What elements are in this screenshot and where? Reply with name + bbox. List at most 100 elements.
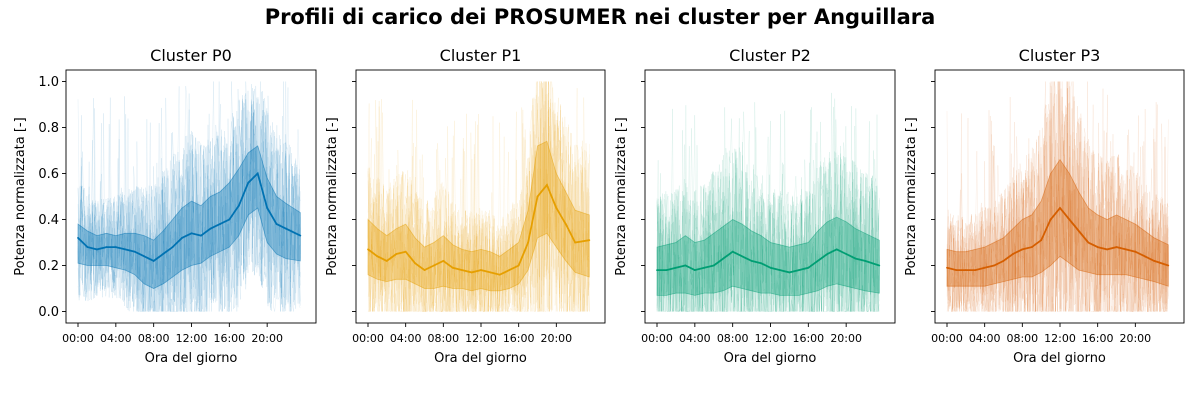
- profile-trace: [77, 81, 301, 312]
- profile-trace: [77, 87, 301, 312]
- mean-point: [517, 264, 520, 267]
- profile-traces: [946, 81, 1169, 313]
- mean-point: [564, 223, 567, 226]
- profile-trace: [946, 81, 1169, 312]
- x-tick-label: 00:00: [931, 332, 963, 345]
- profile-trace: [656, 106, 880, 312]
- axes-frame: [355, 69, 606, 324]
- mean-point: [442, 260, 445, 262]
- mean-point: [536, 195, 539, 198]
- profile-trace: [77, 85, 301, 312]
- profile-trace: [367, 81, 590, 313]
- mean-point: [964, 269, 967, 271]
- mean-point: [376, 255, 379, 258]
- mean-point: [299, 234, 302, 237]
- mean-point: [1115, 246, 1118, 249]
- profile-trace: [656, 128, 880, 313]
- x-tick-label: 16:00: [503, 332, 535, 345]
- confidence-band: [946, 158, 1169, 287]
- mean-point: [854, 257, 857, 260]
- mean-point: [367, 248, 369, 251]
- mean-point: [656, 269, 658, 271]
- confidence-band: [656, 216, 880, 296]
- mean-point: [470, 271, 473, 274]
- confidence-band: [367, 140, 590, 292]
- profile-trace: [946, 113, 1169, 312]
- profile-trace: [656, 111, 880, 313]
- x-tick-label: 08:00: [427, 332, 459, 345]
- profile-trace: [946, 81, 1169, 313]
- mean-point: [693, 269, 696, 271]
- profile-trace: [77, 87, 301, 312]
- chart-panel-0: 0.0 0.2 0.4 0.6 0.8 1.0 00:00 04:00 08:00 12:00 16…: [13, 46, 317, 366]
- mean-point: [1134, 250, 1137, 253]
- profile-traces: [656, 92, 880, 313]
- x-tick-label: 20:00: [830, 332, 862, 345]
- y-tick-label: 0.0: [38, 305, 59, 320]
- mean-point: [247, 181, 250, 184]
- y-axis-label: Potenza normalizzata [-]: [614, 117, 629, 275]
- axes-frame: [934, 69, 1185, 324]
- x-tick-label: 20:00: [540, 332, 572, 345]
- mean-point: [152, 260, 155, 262]
- profile-trace: [367, 81, 590, 313]
- x-tick-label: 16:00: [213, 332, 245, 345]
- mean-point: [489, 271, 492, 274]
- mean-point: [675, 266, 677, 269]
- y-tick-label: 0.8: [38, 121, 59, 136]
- profile-trace: [77, 98, 301, 312]
- mean-point: [1077, 230, 1080, 232]
- x-tick-label: 00:00: [62, 332, 94, 345]
- mean-line: [657, 248, 880, 274]
- profile-trace: [77, 90, 301, 312]
- profile-trace: [656, 114, 880, 312]
- profile-trace: [946, 81, 1169, 313]
- panel-title: Cluster P3: [1019, 46, 1101, 65]
- mean-point: [1040, 239, 1043, 242]
- mean-point: [498, 273, 501, 276]
- mean-point: [1021, 248, 1024, 251]
- mean-point: [760, 262, 762, 265]
- mean-point: [703, 266, 706, 269]
- mean-point: [974, 269, 977, 271]
- mean-point: [124, 248, 127, 251]
- mean-point: [750, 260, 753, 262]
- mean-point: [826, 253, 829, 255]
- mean-line: [367, 183, 590, 276]
- profile-trace: [946, 81, 1169, 313]
- chart-panel-3: 00:00 04:00 08:00 12:00 16:00 20:00 Cluster P3…: [904, 46, 1185, 366]
- mean-point: [433, 264, 435, 267]
- mean-point: [1153, 260, 1156, 262]
- mean-point: [209, 227, 212, 230]
- x-tick-label: 16:00: [1082, 332, 1114, 345]
- mean-point: [105, 246, 108, 249]
- mean-point: [665, 269, 668, 271]
- profile-trace: [946, 81, 1169, 312]
- profile-trace: [946, 81, 1169, 313]
- mean-point: [741, 255, 743, 258]
- profile-trace: [77, 86, 301, 312]
- y-tick-label: 1.0: [38, 75, 59, 90]
- x-axis-label: Ora del giorno: [434, 351, 527, 366]
- mean-point: [993, 264, 995, 267]
- profile-trace: [946, 81, 1169, 313]
- mean-point: [816, 260, 819, 262]
- mean-point: [237, 204, 240, 207]
- mean-point: [181, 237, 183, 239]
- mean-point: [1125, 248, 1127, 251]
- profile-trace: [367, 81, 590, 312]
- x-axis-label: Ora del giorno: [724, 351, 817, 366]
- x-tick-label: 00:00: [352, 332, 384, 345]
- mean-point: [712, 264, 715, 267]
- x-axis-label: Ora del giorno: [1013, 351, 1106, 366]
- axes-frame: [65, 69, 317, 324]
- mean-point: [77, 237, 79, 239]
- profile-trace: [656, 151, 880, 312]
- profile-trace: [656, 107, 880, 313]
- mean-point: [574, 241, 577, 244]
- y-axis-label: Potenza normalizzata [-]: [325, 117, 340, 275]
- mean-point: [1096, 246, 1099, 249]
- x-tick-label: 04:00: [100, 332, 132, 345]
